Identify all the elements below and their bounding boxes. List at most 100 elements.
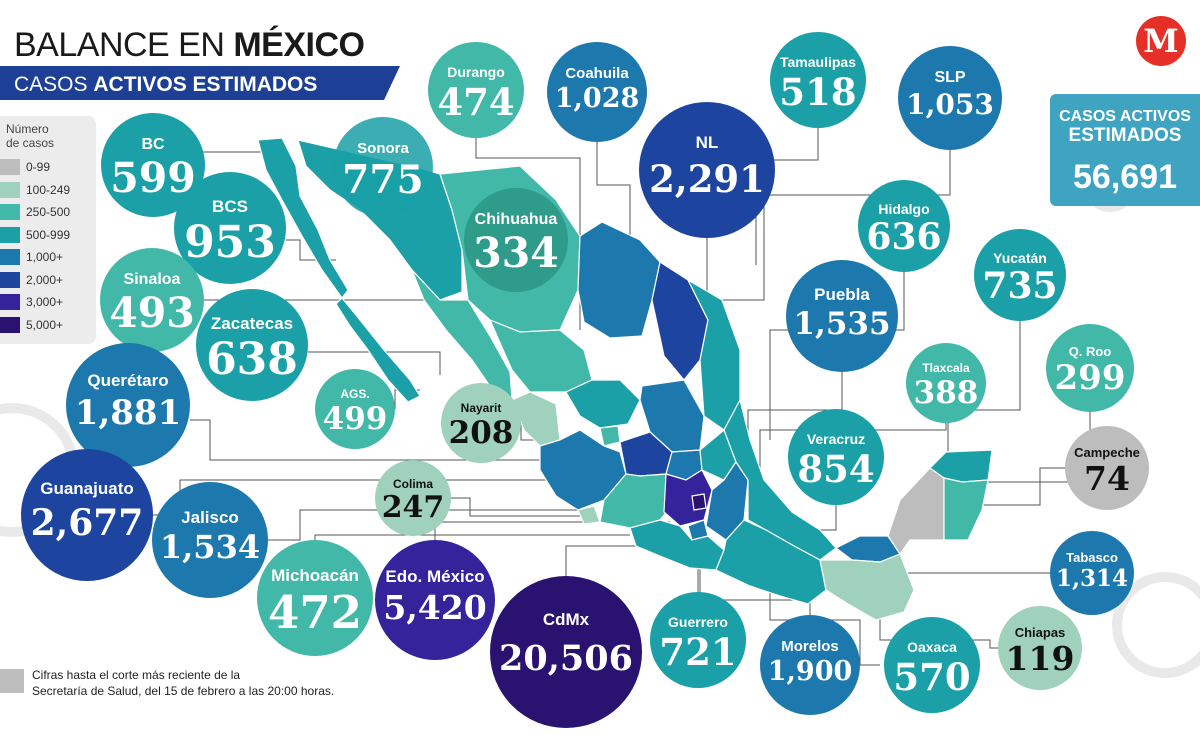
legend-label: 250-500: [26, 205, 71, 219]
bubble-colima: [375, 460, 451, 536]
state-value-hidalgo: 636: [866, 219, 942, 257]
bubble-guanajuato: [21, 449, 153, 581]
state-name-campeche: Campeche: [1074, 444, 1140, 460]
legend-title-line2: de casos: [6, 136, 55, 150]
bubble-campeche: [1065, 426, 1149, 510]
legend-label: 500-999: [26, 227, 71, 242]
estado-de-mexico-shape: [663, 469, 713, 527]
state-name-sinaloa: Sinaloa: [123, 271, 181, 289]
state-value-guerrero: 721: [659, 632, 737, 672]
legend-item: 5,000+: [0, 316, 63, 334]
legend-swatch: [0, 226, 20, 243]
state-value-chihuahua: 334: [473, 232, 559, 276]
state-name-colima: Colima: [392, 477, 433, 492]
state-value-puebla: 1,535: [793, 307, 891, 341]
state-value-cdmx: 20,506: [499, 640, 633, 678]
bubble-durango: [428, 42, 524, 138]
subtitle-ribbon: [0, 66, 400, 100]
state-name-q-roo: Q. Roo: [1068, 343, 1112, 359]
legend-item: 100-249: [0, 181, 70, 199]
bubble-michoacan: [257, 540, 373, 656]
legend-item: 1,000+: [0, 248, 63, 266]
state-name-chiapas: Chiapas: [1014, 624, 1066, 640]
state-value-morelos: 1,900: [767, 657, 853, 686]
bubble-zacatecas: [196, 289, 308, 401]
state-name-guerrero: Guerrero: [668, 613, 728, 630]
state-name-edo-mexico: Edo. México: [385, 567, 485, 586]
bubble-tabasco: [1050, 531, 1134, 615]
puebla-shape: [705, 460, 749, 541]
state-value-zacatecas: 638: [206, 336, 298, 383]
aguascalientes-shape: [599, 425, 621, 447]
state-name-ags: AGS.: [340, 387, 370, 401]
state-name-jalisco: Jalisco: [181, 508, 239, 528]
connector-line: [940, 467, 1065, 506]
state-name-nayarit: Nayarit: [460, 401, 502, 415]
legend-swatch: [0, 294, 20, 310]
coahuila-shape: [577, 221, 661, 339]
state-value-q-roo: 299: [1054, 361, 1126, 398]
state-name-bcs: BCS: [212, 197, 248, 217]
state-value-bc: 599: [110, 157, 196, 201]
connector-line: [899, 552, 1050, 574]
bubble-veracruz: [788, 409, 884, 505]
bubble-slp: [898, 46, 1002, 150]
legend-label: 3,000+: [26, 295, 64, 309]
legend-title: Número de casos: [6, 122, 54, 150]
state-value-durango: 474: [437, 82, 515, 122]
legend-label: 100-249: [26, 182, 71, 197]
state-value-queretaro: 1,881: [74, 395, 182, 432]
state-value-colima: 247: [381, 492, 445, 524]
state-value-tlaxcala: 388: [913, 377, 979, 410]
connector-line: [451, 497, 584, 517]
title-bold: MÉXICO: [233, 26, 365, 64]
bubble-coahuila: [547, 42, 647, 142]
state-name-nl: NL: [695, 132, 719, 152]
title-light: BALANCE EN: [14, 26, 234, 64]
bubble-tamaulipas: [770, 32, 866, 128]
legend-swatch: [0, 316, 20, 333]
quintana-roo-shape: [943, 477, 989, 541]
state-value-coahuila: 1,028: [554, 84, 640, 113]
legend-swatch: [0, 204, 20, 220]
connector-line: [879, 610, 1000, 649]
state-value-campeche: 74: [1084, 461, 1130, 497]
legend-swatch: [0, 249, 20, 265]
footnote-swatch: [0, 669, 24, 693]
state-name-hidalgo: Hidalgo: [878, 200, 930, 217]
state-name-michoacan: Michoacán: [271, 566, 359, 586]
legend-swatch: [0, 181, 20, 198]
colima-shape: [577, 505, 601, 525]
state-name-sonora: Sonora: [357, 139, 409, 157]
state-value-veracruz: 854: [797, 449, 875, 489]
legend-item: 2,000+: [0, 271, 63, 289]
state-name-morelos: Morelos: [781, 637, 839, 655]
state-name-durango: Durango: [447, 63, 505, 80]
milenio-logo: [1136, 16, 1186, 66]
state-value-sonora: 775: [342, 159, 424, 201]
state-value-yucatan: 735: [982, 268, 1058, 306]
bubble-nl: [639, 102, 775, 238]
bubble-nayarit: [441, 383, 521, 463]
state-value-bcs: 953: [184, 219, 276, 266]
total-panel: [1050, 94, 1200, 206]
bubble-sonora: [333, 117, 433, 217]
legend-label: 0-99: [26, 160, 51, 174]
connector-line: [314, 534, 630, 540]
bubble-ags: [315, 369, 395, 449]
bubble-edo-mexico: [375, 540, 495, 660]
state-name-bc: BC: [141, 136, 165, 154]
bubble-puebla: [786, 260, 898, 372]
zacatecas-shape: [565, 379, 641, 429]
bubble-jalisco: [152, 482, 268, 598]
state-name-yucatan: Yucatán: [993, 249, 1047, 266]
bubble-oaxaca: [884, 617, 980, 713]
connector-line: [947, 321, 1021, 465]
legend-item: 0-99: [0, 158, 50, 176]
logo-letter: M: [1143, 22, 1179, 60]
legend-item: 250-500: [0, 203, 70, 221]
bubble-yucatan: [974, 229, 1066, 321]
footnote-line2: Secretaría de Salud, del 15 de febrero a…: [32, 684, 335, 698]
state-value-sinaloa: 493: [109, 292, 195, 336]
